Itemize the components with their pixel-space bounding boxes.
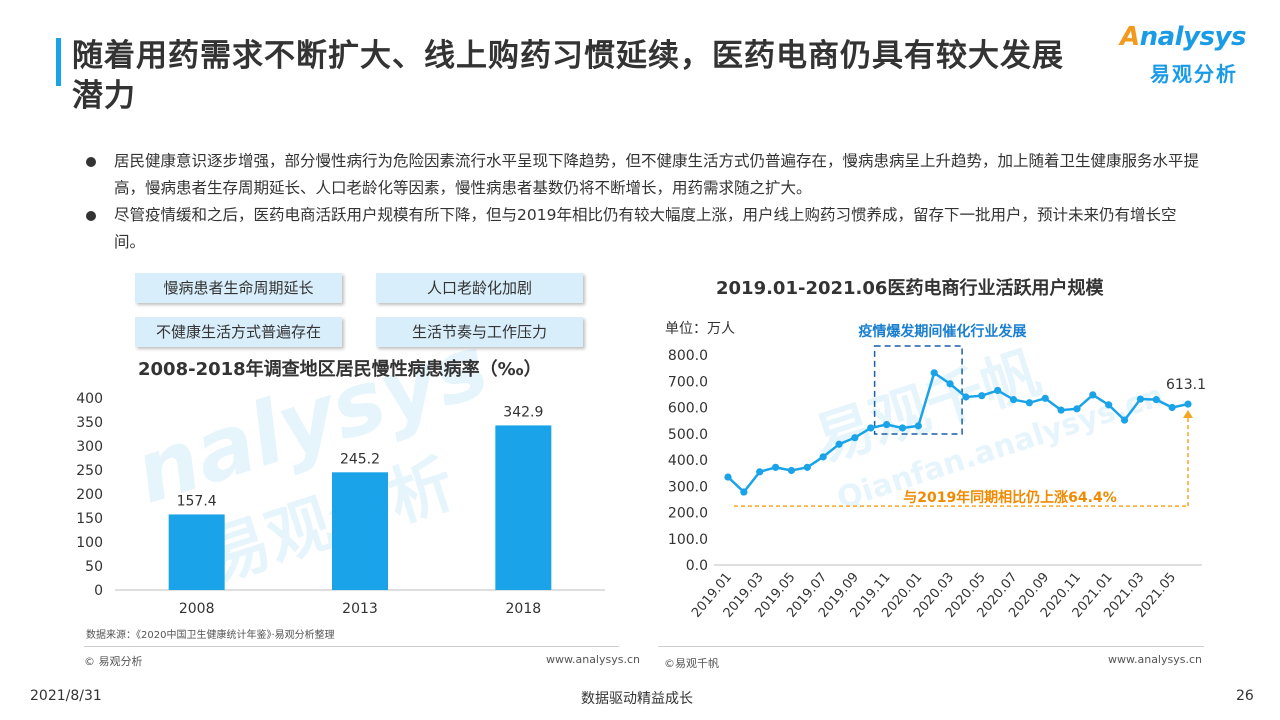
- data-point-2019.04: [771, 463, 780, 471]
- bullet-item: 居民健康意识逐步增强，部分慢性病行为危险因素流行水平呈现下降趋势，但不健康生活方…: [84, 148, 1204, 202]
- y-tick-label: 350: [76, 415, 103, 431]
- data-point-2020.08: [1025, 399, 1033, 407]
- right-footer-divider: [658, 646, 1204, 647]
- growth-label: 与2019年同期相比仍上涨64.4%: [903, 489, 1117, 506]
- data-point-2020.03: [946, 380, 954, 388]
- annotation-box-label: 疫情爆发期间催化行业发展: [858, 323, 1026, 340]
- bullet-text: 尽管疫情缓和之后，医药电商活跃用户规模有所下降，但与2019年相比仍有较大幅度上…: [114, 206, 1177, 251]
- y-tick-label: 100.0: [668, 532, 708, 548]
- data-point-2019.01: [724, 473, 732, 481]
- data-point-2021.04: [1152, 396, 1160, 404]
- end-value-label: 613.1: [1166, 377, 1206, 393]
- y-tick-label: 300: [76, 439, 103, 455]
- y-tick-label: 400: [76, 391, 103, 407]
- report-date: 2021/8/31: [30, 688, 102, 704]
- left-url: www.analysys.cn: [546, 653, 640, 666]
- data-point-2020.12: [1089, 391, 1097, 399]
- line-chart-unit: 单位：万人: [665, 321, 735, 337]
- bar-2013: [332, 472, 388, 590]
- title-accent-bar: [56, 38, 61, 86]
- tag-unhealthy-lifestyle: 不健康生活方式普遍存在: [135, 317, 342, 347]
- left-copyright: © 易观分析: [84, 655, 143, 668]
- tag-lifecycle: 慢病患者生命周期延长: [135, 273, 342, 303]
- y-tick-label: 50: [85, 559, 103, 575]
- data-point-2019.10: [867, 424, 875, 432]
- bullet-dot-icon: [86, 211, 96, 221]
- y-tick-label: 500.0: [668, 427, 708, 443]
- y-tick-label: 0: [94, 583, 103, 599]
- data-point-2019.03: [756, 468, 764, 476]
- data-point-2019.12: [898, 424, 907, 432]
- right-copyright: ©易观千帆: [664, 657, 719, 670]
- bar-chart-source: 数据来源：《2020中国卫生健康统计年鉴》·易观分析整理: [86, 630, 335, 641]
- data-point-2019.09: [851, 434, 859, 442]
- page-number: 26: [1236, 688, 1254, 704]
- data-point-2020.11: [1073, 405, 1081, 413]
- y-tick-label: 0.0: [686, 558, 708, 574]
- data-point-2021.02: [1120, 416, 1129, 424]
- bullet-list: 居民健康意识逐步增强，部分慢性病行为危险因素流行水平呈现下降趋势，但不健康生活方…: [84, 148, 1204, 256]
- y-tick-label: 150: [76, 511, 103, 527]
- bullet-text: 居民健康意识逐步增强，部分慢性病行为危险因素流行水平呈现下降趋势，但不健康生活方…: [114, 152, 1200, 197]
- bar-chart-title: 2008-2018年调查地区居民慢性病患病率（‰）: [138, 359, 542, 380]
- y-tick-label: 400.0: [668, 453, 708, 469]
- y-tick-label: 250: [76, 463, 103, 479]
- y-tick-label: 600.0: [668, 401, 708, 417]
- logo-cn: 易观分析: [1150, 62, 1238, 86]
- data-point-2020.09: [1041, 394, 1049, 402]
- data-point-2021.06: [1184, 400, 1192, 408]
- data-point-2019.02: [740, 488, 748, 496]
- data-point-2020.10: [1057, 406, 1065, 414]
- line-chart: 0.0 100.0 200.0 300.0 400.0 500.0 600.0 700.0 80…: [668, 323, 1206, 621]
- bullet-dot-icon: [86, 157, 96, 167]
- data-point-2020.04: [962, 393, 970, 401]
- bar-value-label: 245.2: [340, 451, 380, 467]
- line-chart-title: 2019.01-2021.06医药电商行业活跃用户规模: [716, 278, 1104, 299]
- page-title: 随着用药需求不断扩大、线上购药习惯延续，医药电商仍具有较大发展潜力: [72, 38, 1064, 114]
- data-point-2021.01: [1105, 401, 1113, 409]
- logo-text: nalysys: [1139, 22, 1247, 52]
- data-point-2020.06: [994, 386, 1002, 395]
- data-point-2020.01: [914, 422, 922, 430]
- right-url: www.analysys.cn: [1108, 653, 1202, 666]
- data-point-2021.03: [1136, 395, 1145, 403]
- logo-analysys: Analysys: [1120, 22, 1246, 52]
- bullet-item: 尽管疫情缓和之后，医药电商活跃用户规模有所下降，但与2019年相比仍有较大幅度上…: [84, 202, 1204, 256]
- bar-chart: 0 50 100 150 200 250 300 350 400 157.4 2008 245.2 20…: [76, 391, 605, 617]
- slogan: 数据驱动精益成长: [581, 691, 693, 707]
- bar-value-label: 157.4: [177, 493, 217, 509]
- data-point-2019.07: [819, 453, 827, 461]
- data-point-2020.07: [1009, 396, 1018, 404]
- x-tick-label: 2013: [342, 601, 378, 617]
- left-footer-divider: [84, 646, 619, 647]
- y-tick-label: 800.0: [668, 348, 708, 364]
- data-point-2019.11: [883, 420, 891, 429]
- bar-value-label: 342.9: [503, 404, 543, 420]
- x-tick-label: 2008: [179, 601, 215, 617]
- y-tick-label: 200.0: [668, 506, 708, 522]
- tag-work-pressure: 生活节奏与工作压力: [376, 317, 583, 347]
- growth-arrow-icon: [1183, 410, 1193, 419]
- y-tick-label: 700.0: [668, 374, 708, 390]
- series-line: [727, 370, 1189, 494]
- tag-aging: 人口老龄化加剧: [376, 273, 583, 303]
- y-tick-label: 200: [76, 487, 103, 503]
- data-point-2021.05: [1168, 403, 1176, 412]
- data-point-2020.02: [930, 369, 938, 377]
- data-point-2019.06: [803, 463, 811, 471]
- logo-initial: A: [1120, 22, 1140, 52]
- y-tick-label: 300.0: [668, 479, 708, 495]
- bar-2018: [495, 425, 552, 590]
- annotation-box: [873, 345, 963, 435]
- bar-2008: [168, 514, 225, 590]
- x-tick-label: 2018: [506, 601, 542, 617]
- data-point-2020.05: [978, 392, 986, 400]
- data-point-2019.08: [835, 440, 843, 448]
- y-tick-label: 100: [76, 535, 103, 551]
- data-point-2019.05: [787, 466, 796, 475]
